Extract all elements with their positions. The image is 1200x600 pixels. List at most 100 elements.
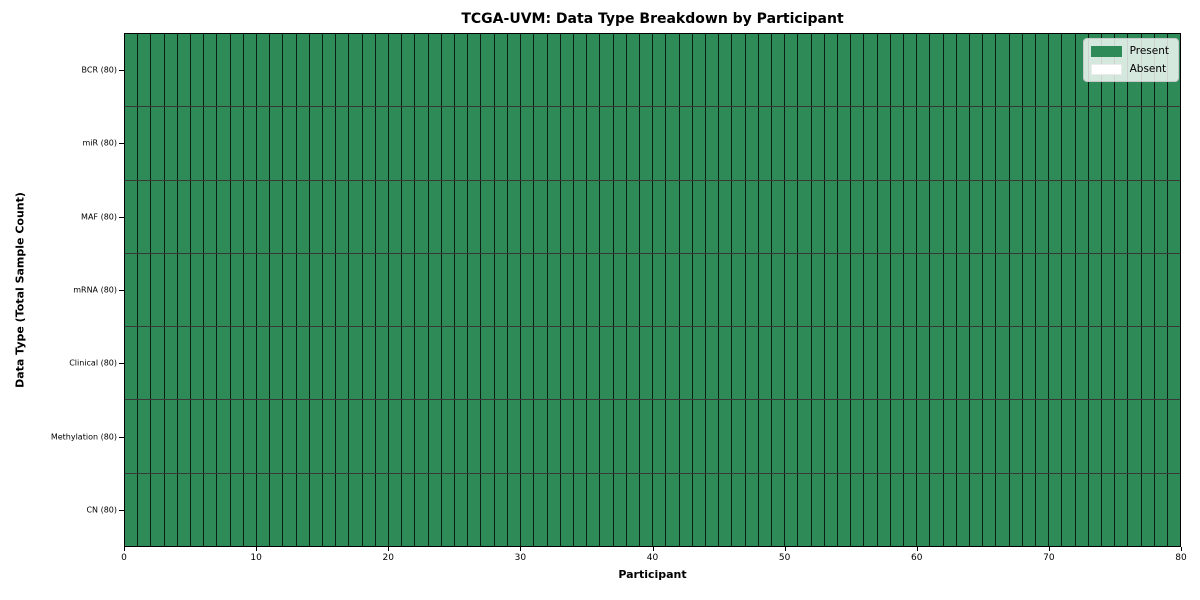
heatmap-cell [877,400,891,473]
heatmap-cell [666,107,680,180]
heatmap-cell [679,400,693,473]
heatmap-cell [257,107,271,180]
heatmap-cell [653,327,667,400]
heatmap-cell [930,473,944,546]
heatmap-cell [125,327,139,400]
heatmap-cell [1154,253,1169,327]
heatmap-cell [864,473,878,546]
heatmap-cell [771,400,786,473]
heatmap-cell [745,34,759,107]
heatmap-cell [257,473,271,546]
heatmap-cell [507,253,522,327]
heatmap-cell [560,327,574,400]
heatmap-cell [177,473,192,546]
heatmap-cell [877,180,891,253]
heatmap-cell [890,253,904,327]
heatmap-cell [270,107,284,180]
heatmap-cell [283,34,297,107]
heatmap-cell [204,180,218,253]
heatmap-cell [613,327,627,400]
heatmap-cell [362,253,376,327]
heatmap-cell [970,253,984,327]
heatmap-cell [851,253,865,327]
heatmap-cell [270,327,284,400]
heatmap-cell [970,400,984,473]
heatmap-cell [864,34,878,107]
heatmap-cell [1049,180,1063,253]
heatmap-cell [402,327,416,400]
y-tick-label: Methylation (80) [50,432,117,442]
heatmap-cell [164,107,178,180]
heatmap-cell [534,473,548,546]
heatmap-cell [1141,180,1155,253]
x-tick-mark [124,547,125,551]
heatmap-cell [151,400,165,473]
heatmap-cell [1115,180,1129,253]
heatmap-cell [705,473,720,546]
heatmap-cell [890,180,904,253]
heatmap-cell [521,253,535,327]
heatmap-cell [428,473,442,546]
heatmap-cell [626,473,640,546]
heatmap-cell [956,327,970,400]
heatmap-cell [692,473,706,546]
heatmap-cell [824,180,838,253]
heatmap-cell [1036,107,1050,180]
heatmap-cell [1022,400,1037,473]
heatmap-cell [507,180,522,253]
heatmap-cell [164,34,178,107]
heatmap-cell [679,473,693,546]
heatmap-cell [125,253,139,327]
heatmap-cell [1102,180,1116,253]
heatmap-cell [441,107,456,180]
heatmap-cell [956,180,970,253]
heatmap-cell [455,327,469,400]
heatmap-cell [243,327,258,400]
heatmap-cell [547,400,561,473]
heatmap-cell [1168,107,1181,180]
heatmap-cell [177,327,192,400]
heatmap-cell [494,253,508,327]
heatmap-cell [402,34,416,107]
heatmap-cell [270,253,284,327]
heatmap-cell [296,327,310,400]
heatmap-cell [679,327,693,400]
heatmap-cell [732,473,746,546]
heatmap-cell [903,473,918,546]
heatmap-cell [138,400,152,473]
heatmap-cell [666,253,680,327]
heatmap-cell [943,400,957,473]
heatmap-cell [824,473,838,546]
heatmap-cell [837,253,852,327]
heatmap-cell [217,253,231,327]
heatmap-cell [811,473,825,546]
heatmap-cell [323,253,337,327]
heatmap-cell [771,34,786,107]
heatmap-cell [1009,400,1023,473]
heatmap-cell [917,253,931,327]
heatmap-cell [996,34,1010,107]
heatmap-cell [257,327,271,400]
heatmap-row [125,180,1181,254]
heatmap-cell [191,180,205,253]
heatmap-cell [243,400,258,473]
heatmap-cell [468,107,482,180]
heatmap-cell [389,473,403,546]
heatmap-cell [309,34,324,107]
heatmap-cell [441,180,456,253]
heatmap-cell [1036,327,1050,400]
heatmap-cell [230,253,244,327]
heatmap-row [125,34,1181,108]
heatmap-cell [745,107,759,180]
heatmap-cell [349,107,363,180]
y-tick-mark [119,69,124,71]
heatmap-cell [1036,400,1050,473]
heatmap-cell [851,400,865,473]
heatmap-cell [626,400,640,473]
heatmap-cell [204,327,218,400]
heatmap-cell [705,180,720,253]
heatmap-cell [666,473,680,546]
heatmap-cell [217,34,231,107]
heatmap-cell [930,253,944,327]
